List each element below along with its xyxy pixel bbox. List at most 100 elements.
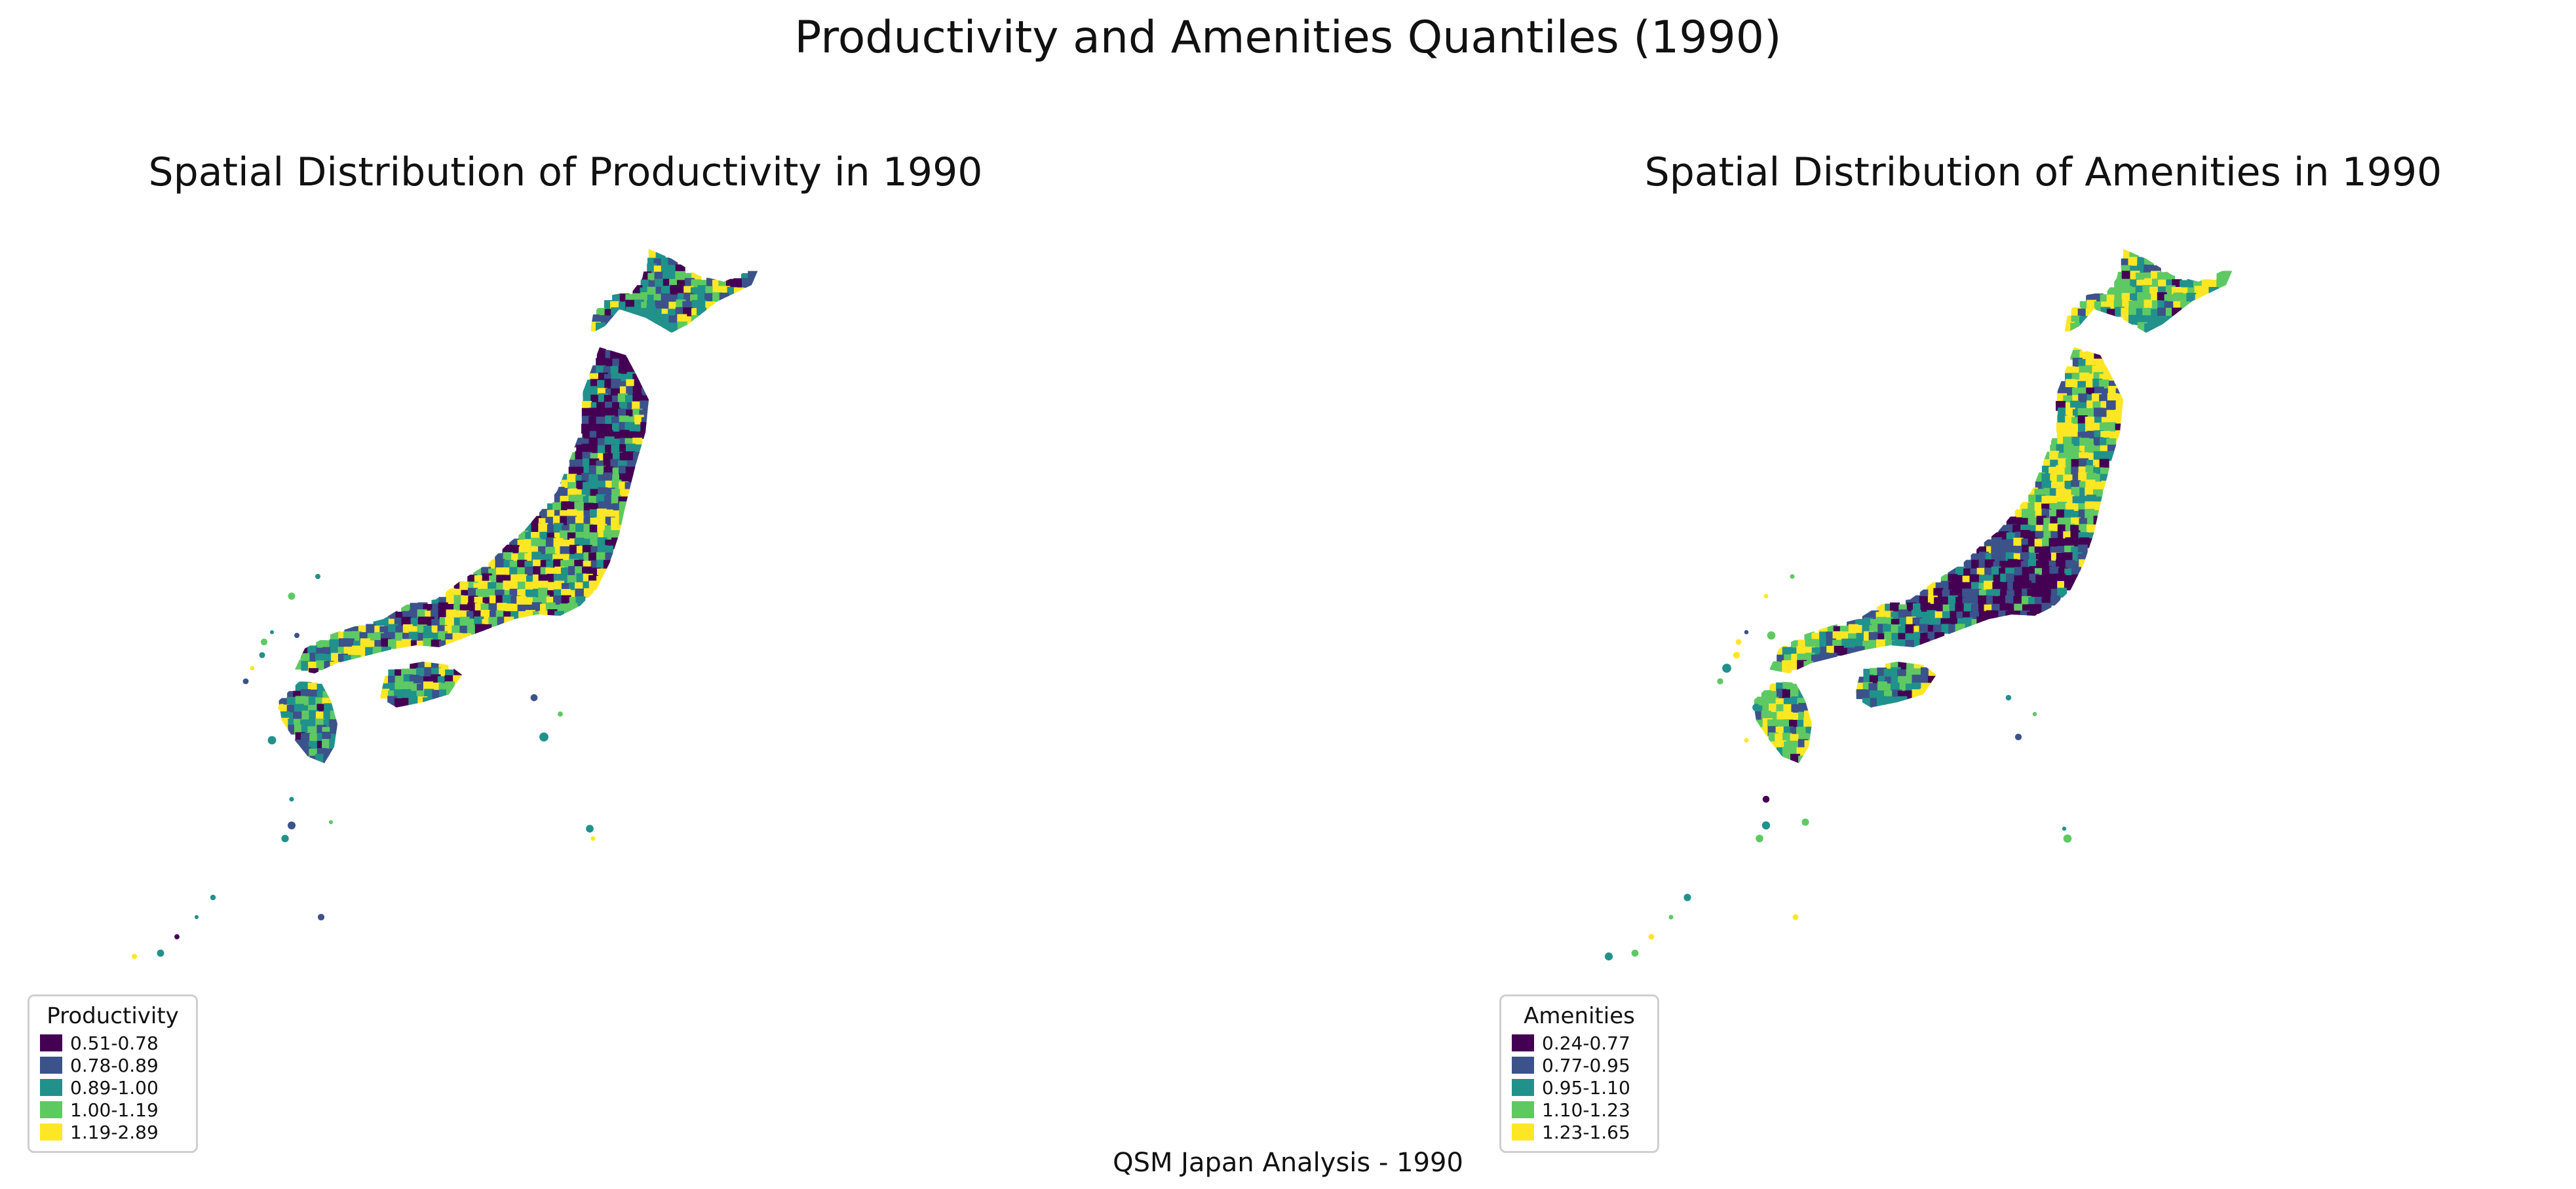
map-islet <box>267 736 277 745</box>
map-region <box>2186 292 2197 303</box>
map-region <box>1761 710 1771 721</box>
map-islet <box>1801 818 1809 826</box>
map-region <box>553 523 564 533</box>
amenities-choropleth-map <box>1604 249 2233 961</box>
map-region <box>445 616 455 627</box>
map-region <box>2094 501 2104 512</box>
map-region <box>697 299 708 310</box>
legend-label: 0.51-0.78 <box>70 1032 159 1054</box>
map-region <box>1920 602 1931 613</box>
map-region <box>2085 423 2096 433</box>
map-region <box>617 393 628 404</box>
map-region <box>677 321 687 331</box>
map-region <box>619 501 629 512</box>
map-region <box>286 696 297 707</box>
map-region <box>2137 292 2147 303</box>
map-region <box>1798 703 1809 713</box>
legend-title: Productivity <box>47 1003 179 1029</box>
map-region <box>380 616 391 627</box>
amenities-map-title: Spatial Distribution of Amenities in 199… <box>1644 149 2442 195</box>
map-region <box>2070 322 2081 333</box>
legend-label: 0.95-1.10 <box>1542 1076 1630 1099</box>
map-region <box>2064 444 2074 454</box>
map-region <box>661 286 671 296</box>
legend-swatch <box>40 1101 62 1118</box>
map-region <box>632 386 643 396</box>
map-islet <box>1756 835 1763 842</box>
map-region <box>1855 646 1865 656</box>
map-region <box>531 552 542 562</box>
map-region <box>2121 271 2132 281</box>
map-region <box>2093 481 2104 492</box>
map-islet <box>586 825 594 833</box>
map-region <box>330 631 340 641</box>
map-region <box>482 624 492 634</box>
map-region <box>1803 717 1814 728</box>
map-region <box>2028 495 2039 505</box>
map-region <box>2085 480 2096 490</box>
map-region <box>2050 595 2061 606</box>
map-region <box>646 307 657 317</box>
map-region <box>504 616 514 627</box>
map-region <box>567 516 577 526</box>
map-region <box>531 537 541 548</box>
map-region <box>1933 588 1944 598</box>
map-region <box>1905 639 1915 650</box>
legend-swatch <box>40 1123 62 1141</box>
map-islet <box>2005 694 2012 701</box>
legend-title: Amenities <box>1524 1003 1635 1029</box>
map-region <box>2142 307 2153 318</box>
map-region <box>1891 611 1901 622</box>
map-region <box>504 603 514 614</box>
map-region <box>2020 552 2030 562</box>
map-islet <box>288 592 296 600</box>
map-region <box>1955 603 1965 613</box>
map-region <box>610 407 621 418</box>
legend-label: 0.89-1.00 <box>70 1076 159 1099</box>
map-islet <box>1722 664 1731 673</box>
map-region <box>2056 538 2066 548</box>
map-region <box>561 501 571 512</box>
map-region <box>2005 595 2016 605</box>
map-region <box>366 624 376 634</box>
map-region <box>408 696 419 706</box>
map-islet <box>530 694 538 702</box>
legend-swatch <box>1512 1123 1534 1141</box>
map-region <box>446 689 456 699</box>
map-region <box>605 358 615 368</box>
map-region <box>2108 451 2119 461</box>
map-region <box>1790 689 1800 699</box>
map-islet <box>590 836 596 841</box>
map-region <box>1782 647 1792 657</box>
legend-label: 0.78-0.89 <box>70 1054 159 1076</box>
map-islet <box>131 953 138 960</box>
map-region <box>461 633 471 643</box>
map-islet <box>242 678 249 685</box>
map-islet <box>1604 952 1613 961</box>
map-region <box>402 639 412 649</box>
map-islet <box>317 913 325 921</box>
map-region <box>452 625 462 635</box>
map-region <box>1948 581 1959 592</box>
productivity-choropleth-map <box>131 249 759 960</box>
map-region <box>502 595 512 605</box>
map-region <box>351 654 361 665</box>
map-region <box>409 609 419 620</box>
map-region <box>2180 301 2191 312</box>
map-region <box>2143 299 2154 310</box>
map-region <box>1992 537 2003 548</box>
map-region <box>2099 459 2109 469</box>
map-region <box>596 322 606 333</box>
map-region <box>597 445 607 455</box>
map-region <box>2164 316 2175 326</box>
map-region <box>381 647 391 657</box>
map-islet <box>1717 678 1723 685</box>
map-islet <box>1752 704 1760 711</box>
map-region <box>533 566 543 576</box>
productivity-map-title: Spatial Distribution of Productivity in … <box>148 149 983 195</box>
legend-item: 0.89-1.00 <box>40 1076 185 1099</box>
map-islet <box>194 915 199 920</box>
map-region <box>438 609 448 620</box>
map-region <box>2128 307 2139 317</box>
map-region <box>625 422 635 432</box>
